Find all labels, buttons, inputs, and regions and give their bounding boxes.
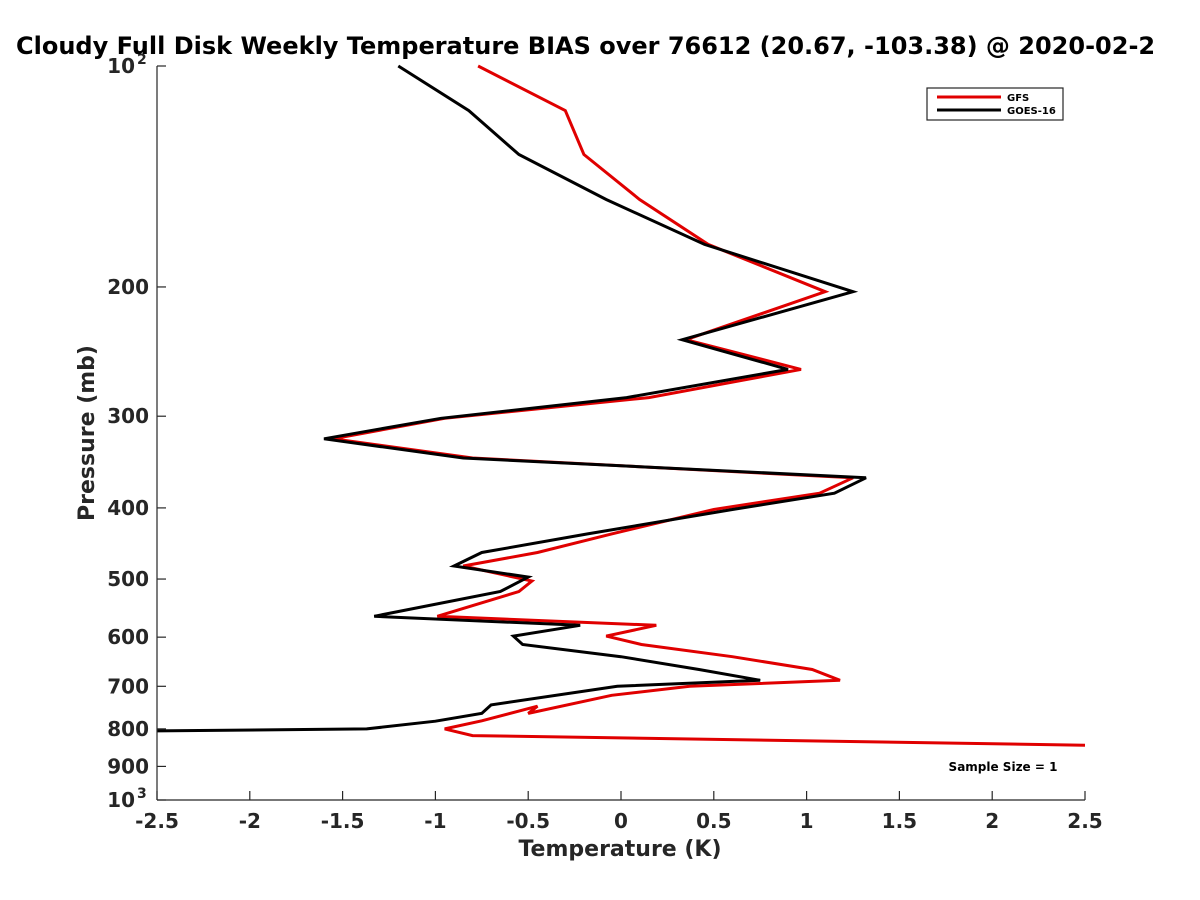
x-axis-title: Temperature (K) bbox=[518, 837, 721, 862]
x-tick-label: -1 bbox=[424, 809, 446, 833]
y-tick-label: 700 bbox=[107, 674, 149, 698]
chart-title: Cloudy Full Disk Weekly Temperature BIAS… bbox=[16, 32, 1155, 60]
sample-size-annotation: Sample Size = 1 bbox=[949, 760, 1058, 774]
y-tick-exponent: 2 bbox=[137, 52, 147, 68]
y-tick-label: 10 bbox=[107, 788, 135, 812]
series-line-goes-16 bbox=[157, 64, 867, 733]
y-tick-label: 10 bbox=[107, 54, 135, 78]
x-tick-label: 2 bbox=[985, 809, 999, 833]
x-tick-label: -2 bbox=[239, 809, 261, 833]
x-tick-label: 0 bbox=[614, 809, 628, 833]
y-tick-label: 600 bbox=[107, 625, 149, 649]
legend-label: GFS bbox=[1007, 93, 1029, 104]
legend-label: GOES-16 bbox=[1007, 106, 1056, 117]
legend-box bbox=[926, 87, 1064, 121]
x-tick-label: 2.5 bbox=[1067, 809, 1102, 833]
y-tick-exponent: 3 bbox=[137, 786, 147, 802]
y-axis-title: Pressure (mb) bbox=[75, 345, 100, 521]
x-tick-label: -0.5 bbox=[506, 809, 550, 833]
y-tick-label: 300 bbox=[107, 404, 149, 428]
y-tick-label: 200 bbox=[107, 275, 149, 299]
y-tick-label: 400 bbox=[107, 496, 149, 520]
y-tick-label: 800 bbox=[107, 717, 149, 741]
x-tick-label: -1.5 bbox=[321, 809, 365, 833]
x-tick-label: 1.5 bbox=[882, 809, 917, 833]
x-tick-label: 1 bbox=[800, 809, 814, 833]
x-tick-label: -2.5 bbox=[135, 809, 179, 833]
x-tick-label: 0.5 bbox=[696, 809, 731, 833]
y-tick-label: 500 bbox=[107, 567, 149, 591]
y-tick-label: 900 bbox=[107, 754, 149, 778]
